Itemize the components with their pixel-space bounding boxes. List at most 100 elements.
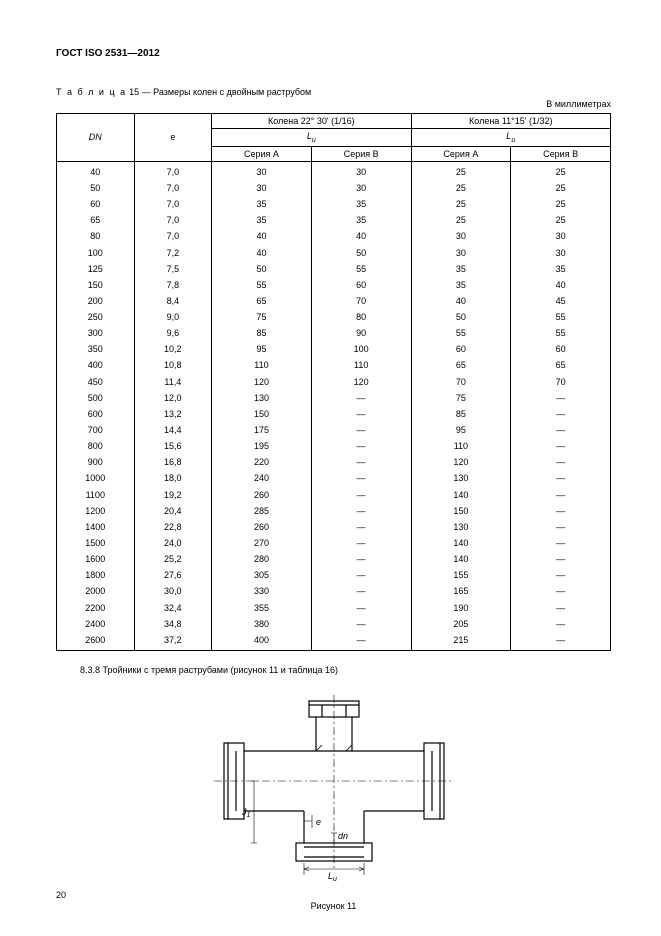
cell-dn: 1800 xyxy=(57,567,135,583)
cell-e: 9,0 xyxy=(134,309,212,325)
cell-a1: 55 xyxy=(212,277,312,293)
cell-b1: — xyxy=(311,535,411,551)
cell-dn: 400 xyxy=(57,357,135,373)
cell-b1: — xyxy=(311,551,411,567)
cell-b1: 110 xyxy=(311,357,411,373)
cell-e: 7,0 xyxy=(134,196,212,212)
cell-b2: 25 xyxy=(511,161,611,180)
cell-a1: 305 xyxy=(212,567,312,583)
cell-e: 37,2 xyxy=(134,632,212,651)
cell-a1: 175 xyxy=(212,422,312,438)
table-row: 220032,4355—190— xyxy=(57,600,611,616)
cell-a1: 40 xyxy=(212,245,312,261)
table-row: 180027,6305—155— xyxy=(57,567,611,583)
cell-b2: 25 xyxy=(511,180,611,196)
table-row: 240034,8380—205— xyxy=(57,616,611,632)
cell-b1: 100 xyxy=(311,341,411,357)
cell-dn: 200 xyxy=(57,293,135,309)
cell-a1: 65 xyxy=(212,293,312,309)
cell-b1: — xyxy=(311,519,411,535)
table-row: 657,035352525 xyxy=(57,212,611,228)
cell-e: 7,0 xyxy=(134,180,212,196)
table-row: 35010,2951006060 xyxy=(57,341,611,357)
cell-b2: 35 xyxy=(511,261,611,277)
cell-a2: 120 xyxy=(411,454,511,470)
caption-prefix: Т а б л и ц а xyxy=(56,87,127,97)
cell-e: 7,8 xyxy=(134,277,212,293)
cell-dn: 900 xyxy=(57,454,135,470)
cell-a2: 110 xyxy=(411,438,511,454)
cell-a1: 260 xyxy=(212,519,312,535)
cell-a1: 220 xyxy=(212,454,312,470)
table-row: 607,035352525 xyxy=(57,196,611,212)
cell-b2: — xyxy=(511,470,611,486)
cell-a2: 140 xyxy=(411,551,511,567)
cell-dn: 1500 xyxy=(57,535,135,551)
cell-e: 10,8 xyxy=(134,357,212,373)
cell-dn: 100 xyxy=(57,245,135,261)
cell-b1: — xyxy=(311,616,411,632)
cell-e: 34,8 xyxy=(134,616,212,632)
cell-dn: 1000 xyxy=(57,470,135,486)
cell-e: 16,8 xyxy=(134,454,212,470)
th-e: e xyxy=(134,114,212,162)
cell-a1: 380 xyxy=(212,616,312,632)
table-row: 90016,8220—120— xyxy=(57,454,611,470)
cell-e: 7,0 xyxy=(134,161,212,180)
label-dn: dn xyxy=(338,831,348,841)
cell-a2: 25 xyxy=(411,180,511,196)
cell-e: 7,0 xyxy=(134,228,212,244)
cell-a2: 25 xyxy=(411,212,511,228)
cell-b2: — xyxy=(511,616,611,632)
cell-b2: — xyxy=(511,519,611,535)
cell-b1: — xyxy=(311,406,411,422)
cell-e: 7,2 xyxy=(134,245,212,261)
cell-dn: 2200 xyxy=(57,600,135,616)
cell-a2: 165 xyxy=(411,583,511,599)
cell-a1: 75 xyxy=(212,309,312,325)
cell-e: 10,2 xyxy=(134,341,212,357)
cell-b2: — xyxy=(511,487,611,503)
cell-e: 7,0 xyxy=(134,212,212,228)
table-row: 120020,4285—150— xyxy=(57,503,611,519)
label-j: J1 xyxy=(241,807,251,819)
cell-a2: 75 xyxy=(411,390,511,406)
table-row: 1007,240503030 xyxy=(57,245,611,261)
cell-b1: 30 xyxy=(311,180,411,196)
cell-a2: 35 xyxy=(411,277,511,293)
cell-b1: 90 xyxy=(311,325,411,341)
figure-wrap: J1 e dn Lu Рисунок 11 xyxy=(56,693,611,911)
cell-e: 18,0 xyxy=(134,470,212,486)
table-row: 1507,855603540 xyxy=(57,277,611,293)
table-row: 2509,075805055 xyxy=(57,309,611,325)
cell-b2: — xyxy=(511,503,611,519)
table-row: 80015,6195—110— xyxy=(57,438,611,454)
cell-a2: 130 xyxy=(411,470,511,486)
cell-dn: 700 xyxy=(57,422,135,438)
tee-figure: J1 e dn Lu xyxy=(204,693,464,893)
cell-e: 9,6 xyxy=(134,325,212,341)
cell-b2: — xyxy=(511,454,611,470)
cell-a1: 120 xyxy=(212,374,312,390)
cell-b1: 50 xyxy=(311,245,411,261)
cell-b1: — xyxy=(311,454,411,470)
cell-b2: — xyxy=(511,438,611,454)
cell-b1: — xyxy=(311,567,411,583)
th-group2: Колена 11°15' (1/32) xyxy=(411,114,610,129)
cell-a2: 30 xyxy=(411,228,511,244)
cell-a2: 35 xyxy=(411,261,511,277)
cell-b2: — xyxy=(511,390,611,406)
cell-b2: 55 xyxy=(511,325,611,341)
cell-dn: 450 xyxy=(57,374,135,390)
page-number: 20 xyxy=(56,890,66,900)
cell-b2: — xyxy=(511,406,611,422)
cell-a1: 85 xyxy=(212,325,312,341)
cell-b1: 35 xyxy=(311,212,411,228)
table-row: 2008,465704045 xyxy=(57,293,611,309)
cell-e: 32,4 xyxy=(134,600,212,616)
cell-dn: 350 xyxy=(57,341,135,357)
cell-dn: 2000 xyxy=(57,583,135,599)
cell-b2: — xyxy=(511,583,611,599)
cell-b1: 120 xyxy=(311,374,411,390)
table-row: 260037,2400—215— xyxy=(57,632,611,651)
